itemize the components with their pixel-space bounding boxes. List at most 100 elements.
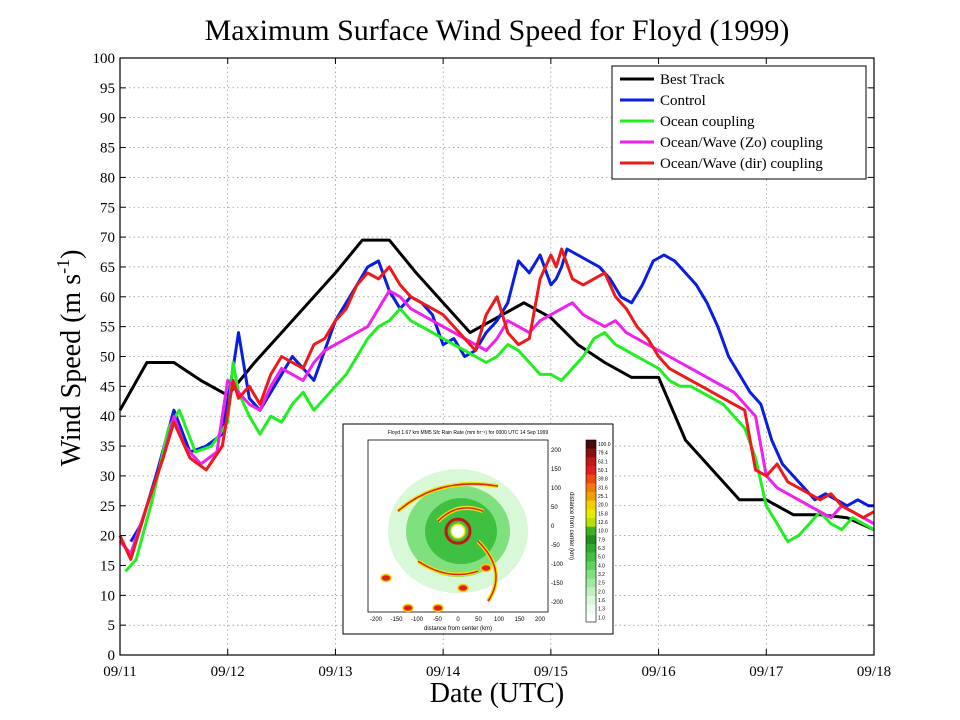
- y-tick-label: 75: [100, 200, 115, 216]
- colorbar-swatch: [586, 544, 596, 553]
- y-tick-label: 85: [100, 141, 115, 157]
- y-tick-label: 80: [100, 170, 115, 186]
- colorbar-label: 4.0: [598, 563, 605, 569]
- legend-entry: Best Track: [660, 72, 725, 88]
- x-tick-label: 09/12: [211, 664, 245, 680]
- inset-y-tick-label: 200: [551, 448, 562, 454]
- colorbar-label: 1.3: [598, 607, 605, 613]
- inset-y-tick-label: 100: [551, 486, 562, 492]
- colorbar-label: 31.6: [598, 485, 608, 491]
- x-axis-label: Date (UTC): [430, 678, 565, 709]
- colorbar-label: 6.3: [598, 546, 605, 552]
- colorbar-swatch: [586, 509, 596, 519]
- y-tick-label: 100: [93, 51, 116, 67]
- inset-x-tick-label: 0: [456, 617, 460, 623]
- colorbar-label: 1.6: [598, 598, 605, 604]
- y-tick-label: 5: [108, 618, 116, 634]
- colorbar-swatch: [586, 535, 596, 545]
- colorbar-swatch: [586, 457, 596, 467]
- y-tick-label: 55: [100, 320, 115, 336]
- y-tick-label: 40: [100, 409, 115, 425]
- y-tick-label: 25: [100, 499, 115, 515]
- inset-y-tick-label: -200: [551, 600, 564, 606]
- x-axis-ticks: 09/11 09/12 09/13 09/14 09/15 09/16 09/17 09/18: [103, 58, 891, 680]
- x-tick-label: 09/14: [426, 664, 461, 680]
- colorbar-swatch: [586, 596, 596, 605]
- colorbar-swatch: [586, 440, 596, 449]
- colorbar-swatch: [586, 561, 596, 571]
- inset-x-tick-label: 200: [535, 617, 546, 623]
- inset-y-tick-label: -100: [551, 562, 564, 568]
- series-line-4: [118, 247, 875, 561]
- colorbar-swatch: [586, 466, 596, 475]
- y-tick-label: 20: [100, 529, 115, 545]
- y-tick-label: 10: [100, 588, 115, 604]
- y-axis-label-close: ): [56, 250, 87, 259]
- inset-x-tick-label: -50: [433, 617, 442, 623]
- colorbar-label: 39.8: [598, 477, 608, 483]
- colorbar-swatch: [586, 526, 596, 536]
- y-tick-label: 60: [100, 290, 115, 306]
- colorbar-label: 2.5: [598, 581, 605, 587]
- eyewall: [444, 517, 472, 545]
- inset-x-tick-label: -100: [411, 617, 424, 623]
- colorbar-label: 5.0: [598, 555, 605, 561]
- y-axis-label-main: Wind Speed (m s: [56, 274, 87, 467]
- colorbar-label: 12.6: [598, 520, 608, 526]
- colorbar-swatch: [586, 613, 596, 623]
- colorbar-swatch: [586, 448, 596, 458]
- inset-x-tick-label: -150: [390, 617, 403, 623]
- x-tick-label: 09/16: [641, 664, 676, 680]
- y-tick-label: 30: [100, 469, 115, 485]
- colorbar-swatch: [586, 483, 596, 493]
- x-tick-label: 09/17: [749, 664, 784, 680]
- colorbar-swatch: [586, 604, 596, 614]
- colorbar-label: 15.8: [598, 511, 608, 517]
- legend-box: [611, 65, 867, 180]
- colorbar-swatch: [586, 587, 596, 597]
- colorbar-swatch: [586, 518, 596, 527]
- rain-cell: [402, 603, 414, 613]
- inset-title: Floyd 1.67 km MM5 Sfc Rain Rate (mm hr⁻¹…: [388, 430, 549, 436]
- colorbar-label: 20.0: [598, 503, 608, 509]
- y-tick-label: 15: [100, 558, 115, 574]
- y-tick-label: 50: [100, 350, 115, 366]
- rain-band: [477, 540, 497, 602]
- colorbar-frame: [585, 439, 597, 623]
- series-line-1: [129, 247, 874, 543]
- colorbar-label: 10.0: [598, 529, 608, 535]
- colorbar-swatch: [586, 570, 596, 579]
- rain-cell: [380, 573, 392, 583]
- colorbar-swatch: [586, 474, 596, 484]
- rain-band: [417, 560, 479, 576]
- inset-rain-rate-map: Floyd 1.67 km MM5 Sfc Rain Rate (mm hr⁻¹…: [342, 423, 614, 635]
- y-tick-label: 65: [100, 260, 115, 276]
- rain-band: [437, 507, 484, 522]
- y-tick-label: 0: [108, 648, 116, 664]
- colorbar-label: 79.4: [598, 451, 608, 457]
- y-tick-label: 95: [100, 81, 115, 97]
- colorbar-label: 1.0: [598, 615, 605, 621]
- colorbar-label: 63.1: [598, 459, 608, 465]
- inset-y-axis-label: distance from center (km): [568, 492, 574, 560]
- colorbar-label: 2.0: [598, 589, 605, 595]
- rain-cell: [432, 603, 444, 613]
- inset-y-tick-label: 50: [551, 505, 558, 511]
- inset-x-tick-label: 100: [494, 617, 505, 623]
- inset-y-tick-label: 150: [551, 467, 562, 473]
- x-tick-label: 09/15: [534, 664, 568, 680]
- series-line-3: [118, 289, 875, 555]
- legend: Best Track Control Ocean coupling Ocean/Wav…: [611, 65, 867, 180]
- x-tick-label: 09/13: [318, 664, 352, 680]
- colorbar-label: 25.1: [598, 494, 608, 500]
- hurricane-eye: [450, 523, 466, 539]
- legend-entry: Ocean coupling: [660, 114, 755, 130]
- inset-y-tick-label: 0: [551, 524, 555, 530]
- colorbar-label: 3.2: [598, 572, 605, 578]
- series-lines: [118, 238, 875, 573]
- inset-x-tick-label: 150: [514, 617, 525, 623]
- colorbar-label: 50.1: [598, 468, 608, 474]
- y-axis-label-superscript: -1: [53, 259, 73, 274]
- colorbar-swatch: [586, 500, 596, 510]
